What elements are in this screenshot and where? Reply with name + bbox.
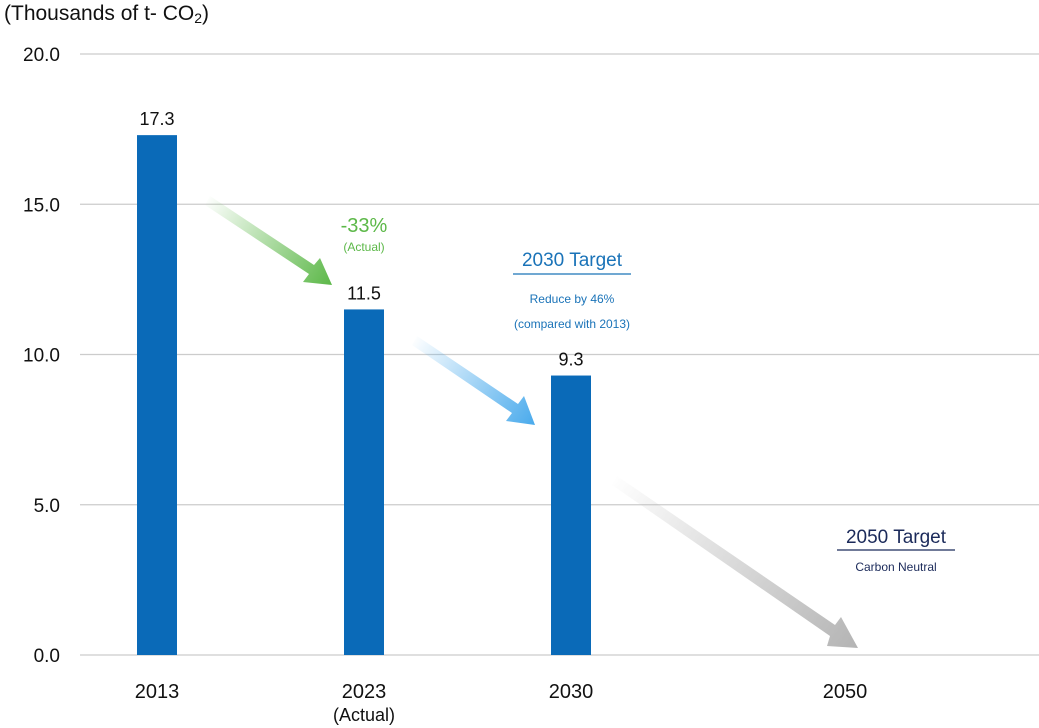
x-tick-label: 2023 xyxy=(342,681,387,703)
x-tick-label: 2013 xyxy=(135,681,180,703)
trend-arrow-green xyxy=(205,196,332,285)
trend-arrow-gray xyxy=(612,476,858,648)
y-tick-label: 10.0 xyxy=(23,346,60,367)
bar-value-label: 9.3 xyxy=(558,350,583,370)
target-2030-line1: Reduce by 46% xyxy=(530,292,615,306)
reduction-note: (Actual) xyxy=(343,240,384,254)
x-tick-label: 2030 xyxy=(549,681,594,703)
target-2030-line2: (compared with 2013) xyxy=(514,317,630,331)
y-tick-label: 5.0 xyxy=(34,496,60,517)
x-tick-sublabel: (Actual) xyxy=(333,705,395,725)
bar xyxy=(137,135,177,655)
bar xyxy=(344,309,384,655)
reduction-percent: -33% xyxy=(341,215,388,237)
y-tick-label: 0.0 xyxy=(34,646,60,667)
target-2050-title: 2050 Target xyxy=(846,527,947,548)
bar-value-label: 17.3 xyxy=(139,109,174,129)
bar-value-label: 11.5 xyxy=(347,283,381,303)
target-2050-note: Carbon Neutral xyxy=(855,560,936,574)
y-tick-label: 15.0 xyxy=(23,195,60,216)
target-2030-title: 2030 Target xyxy=(522,250,623,271)
y-tick-label: 20.0 xyxy=(23,45,60,66)
bar xyxy=(551,375,591,655)
y-axis-unit-label: (Thousands of t- CO2) xyxy=(4,2,210,26)
x-tick-label: 2050 xyxy=(823,681,868,703)
trend-arrow-blue xyxy=(412,336,535,425)
